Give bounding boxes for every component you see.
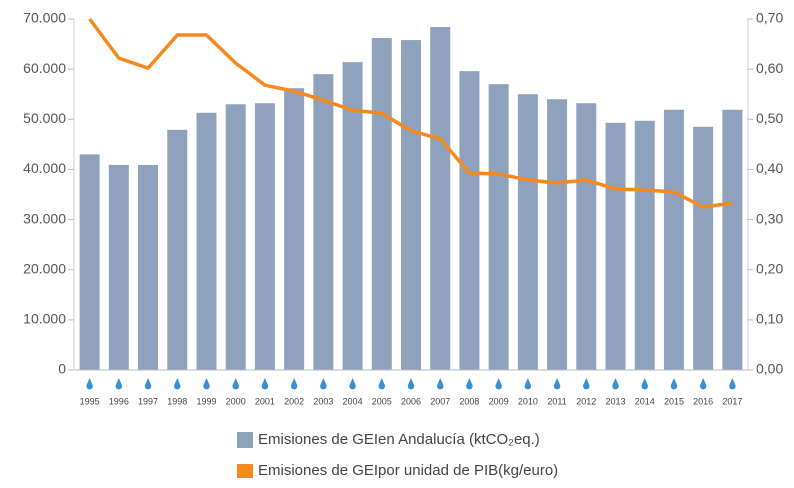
y-tick-label: 30.000 xyxy=(23,210,66,226)
x-tick-label: 1999 xyxy=(196,396,216,406)
bar xyxy=(284,88,305,370)
legend-swatch xyxy=(237,432,253,448)
bar xyxy=(313,74,334,371)
x-tick-label: 2007 xyxy=(430,396,450,406)
bar xyxy=(576,103,597,371)
bar xyxy=(254,103,275,371)
x-tick-label: 2000 xyxy=(226,396,246,406)
x-tick-marker xyxy=(174,378,181,390)
x-tick-marker xyxy=(466,378,473,390)
bar xyxy=(517,94,538,370)
y-tick-label: 70.000 xyxy=(23,10,66,26)
x-tick-marker xyxy=(407,378,415,390)
x-tick-marker xyxy=(203,378,210,390)
bar xyxy=(225,104,246,370)
x-tick-label: 1998 xyxy=(167,396,187,406)
bar xyxy=(605,122,626,370)
line xyxy=(88,17,733,209)
x-tick-marker xyxy=(232,378,239,390)
x-tick-marker xyxy=(524,378,532,390)
x-tick-label: 2015 xyxy=(664,396,684,406)
x-tick-marker xyxy=(437,378,444,390)
x-tick-label: 2002 xyxy=(284,396,304,406)
y-tick-label: 10.000 xyxy=(23,311,66,327)
x-tick-marker xyxy=(290,378,298,390)
x-tick-label: 2013 xyxy=(606,396,626,406)
y-tick-label: 0 xyxy=(58,361,66,377)
x-tick-label: 2010 xyxy=(518,396,538,406)
legend-label: Emisiones de GEIen Andalucía (ktCO₂eq.) xyxy=(258,431,540,448)
x-tick-label: 2005 xyxy=(372,396,392,406)
x-tick-marker xyxy=(670,378,678,390)
bar xyxy=(663,109,684,370)
bar xyxy=(693,126,714,370)
y-tick-label: 50.000 xyxy=(23,110,66,126)
y2-tick-label: 0,20 xyxy=(756,260,783,276)
x-tick-label: 2003 xyxy=(313,396,333,406)
x-tick-marker xyxy=(495,378,502,390)
x-tick-label: 1995 xyxy=(80,396,100,406)
x-tick-marker xyxy=(144,378,152,390)
x-tick-label: 2014 xyxy=(635,396,655,406)
bar xyxy=(342,62,363,370)
legend-label: Emisiones de GEIpor unidad de PIB(kg/eur… xyxy=(258,462,558,479)
x-tick-marker xyxy=(378,378,385,390)
bar xyxy=(488,84,509,370)
x-tick-label: 1996 xyxy=(109,396,129,406)
x-tick-label: 2008 xyxy=(459,396,479,406)
y2-tick-label: 0,10 xyxy=(756,311,783,327)
bar xyxy=(196,112,217,370)
x-tick-label: 2012 xyxy=(576,396,596,406)
x-tick-marker xyxy=(641,378,648,390)
x-tick-label: 2004 xyxy=(343,396,363,406)
x-tick-marker xyxy=(86,378,93,390)
x-tick-marker xyxy=(729,378,736,390)
bar xyxy=(371,38,392,370)
x-tick-marker xyxy=(261,378,269,390)
x-tick-marker xyxy=(553,378,561,390)
y2-tick-label: 0,70 xyxy=(756,10,783,26)
y2-tick-label: 0,00 xyxy=(756,361,783,377)
bar xyxy=(634,120,655,370)
bar xyxy=(108,164,129,370)
x-tick-label: 2006 xyxy=(401,396,421,406)
x-tick-label: 2017 xyxy=(722,396,742,406)
x-tick-marker xyxy=(320,378,327,390)
y2-tick-label: 0,60 xyxy=(756,60,783,76)
x-tick-marker xyxy=(612,378,619,390)
bar xyxy=(547,99,568,370)
y-tick-label: 20.000 xyxy=(23,260,66,276)
x-tick-marker xyxy=(583,378,590,390)
x-tick-marker xyxy=(699,378,707,390)
y2-tick-label: 0,40 xyxy=(756,160,783,176)
bar xyxy=(79,154,100,370)
y2-tick-label: 0,30 xyxy=(756,210,783,226)
bar xyxy=(722,109,743,370)
x-tick-label: 2011 xyxy=(547,396,566,406)
bar xyxy=(459,71,480,371)
x-tick-label: 1997 xyxy=(138,396,158,406)
x-tick-marker xyxy=(349,378,356,390)
bar xyxy=(138,164,159,370)
bar xyxy=(167,129,188,370)
y-tick-label: 60.000 xyxy=(23,60,66,76)
legend-swatch xyxy=(237,464,253,478)
x-tick-label: 2016 xyxy=(693,396,713,406)
y-tick-label: 40.000 xyxy=(23,160,66,176)
y2-tick-label: 0,50 xyxy=(756,110,783,126)
bar xyxy=(401,40,421,371)
x-tick-marker xyxy=(115,378,123,390)
bar xyxy=(430,27,451,370)
x-tick-label: 2009 xyxy=(489,396,509,406)
x-tick-label: 2001 xyxy=(255,396,275,406)
